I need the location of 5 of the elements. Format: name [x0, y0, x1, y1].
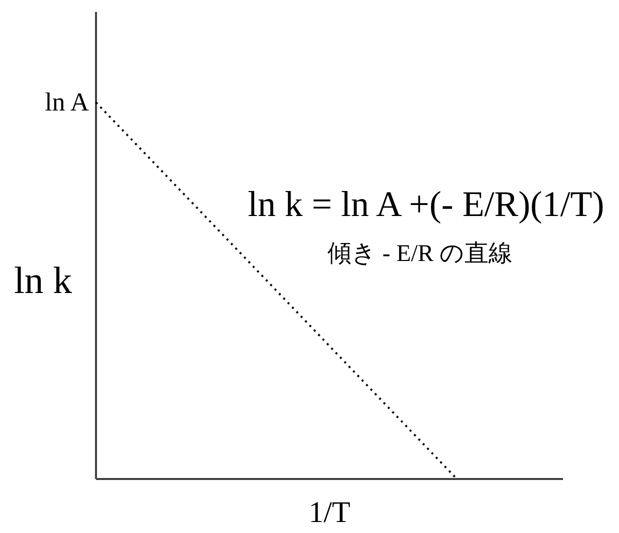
- annotation: ln k = ln A +(- E/R)(1/T): [248, 184, 604, 224]
- x-axis-title: 1/T: [308, 496, 350, 529]
- annotation: 傾き - E/R の直線: [327, 241, 513, 267]
- text: ln A: [44, 87, 90, 116]
- y-axis-title: ln k: [14, 260, 72, 302]
